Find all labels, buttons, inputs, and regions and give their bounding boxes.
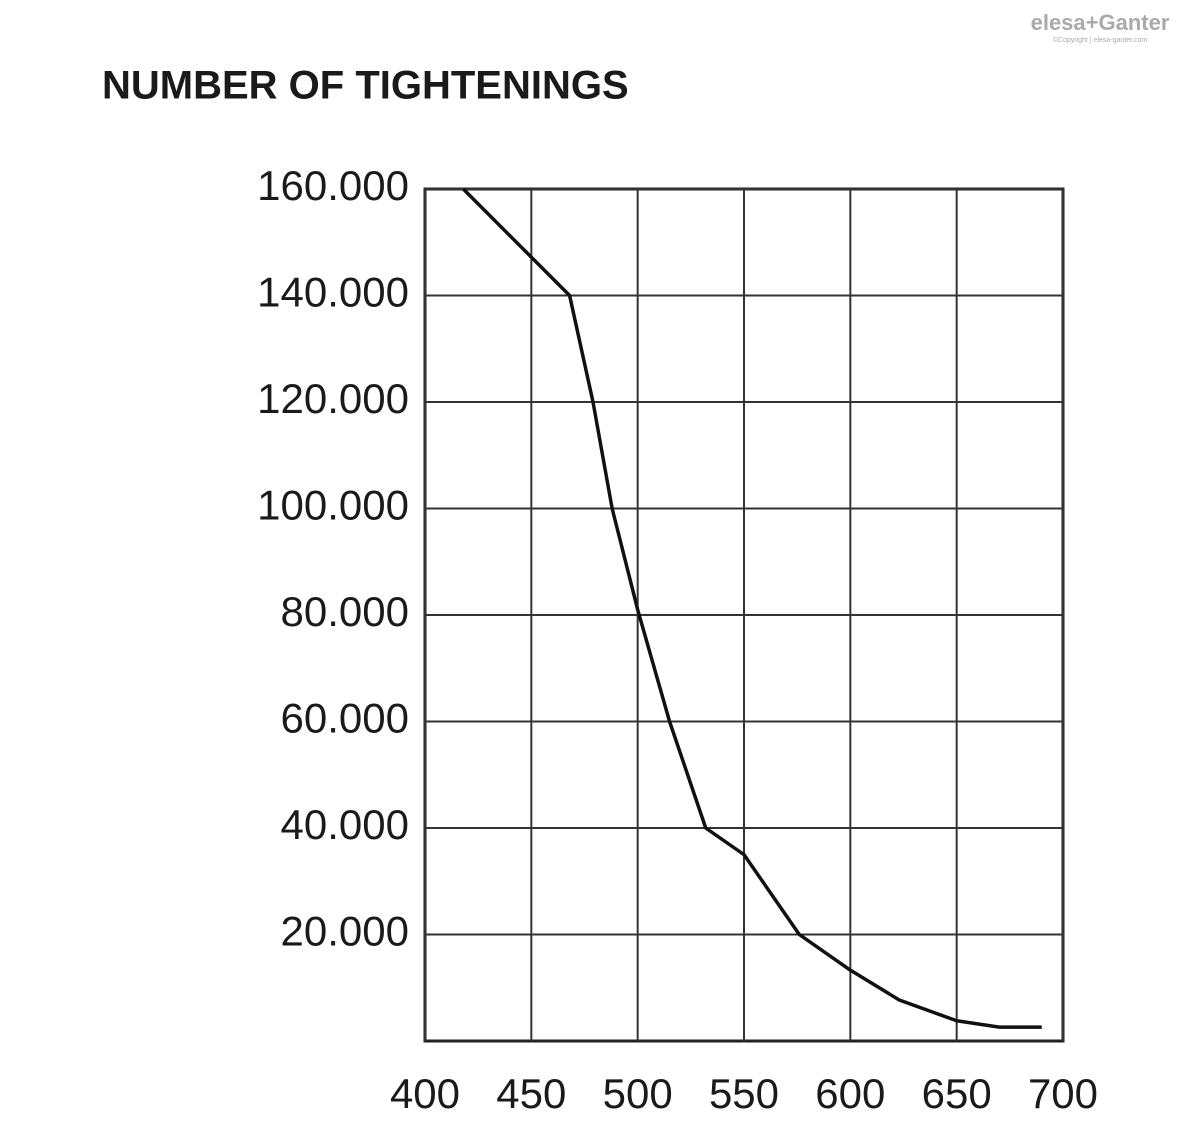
y-tick-label: 120.000 <box>257 375 409 422</box>
y-tick-label: 140.000 <box>257 269 409 316</box>
x-tick-label: 650 <box>922 1070 992 1117</box>
y-tick-label: 60.000 <box>281 695 409 742</box>
x-tick-label: 700 <box>1028 1070 1098 1117</box>
logo: elesa+Ganter <box>1031 10 1170 35</box>
chart-title: NUMBER OF TIGHTENINGS <box>102 64 629 108</box>
x-tick-label: 400 <box>390 1070 460 1117</box>
y-tick-label: 100.000 <box>257 482 409 529</box>
x-tick-label: 600 <box>815 1070 885 1117</box>
data-line <box>462 187 1042 1029</box>
y-tick-label: 80.000 <box>281 588 409 635</box>
x-tick-label: 500 <box>603 1070 673 1117</box>
x-tick-label: 550 <box>709 1070 779 1117</box>
y-tick-label: 20.000 <box>281 908 409 955</box>
x-tick-label: 450 <box>496 1070 566 1117</box>
y-tick-label: 40.000 <box>281 801 409 848</box>
copyright: ©Copyright | elesa-ganter.com <box>1053 36 1148 44</box>
y-tick-label: 160.000 <box>257 162 409 209</box>
